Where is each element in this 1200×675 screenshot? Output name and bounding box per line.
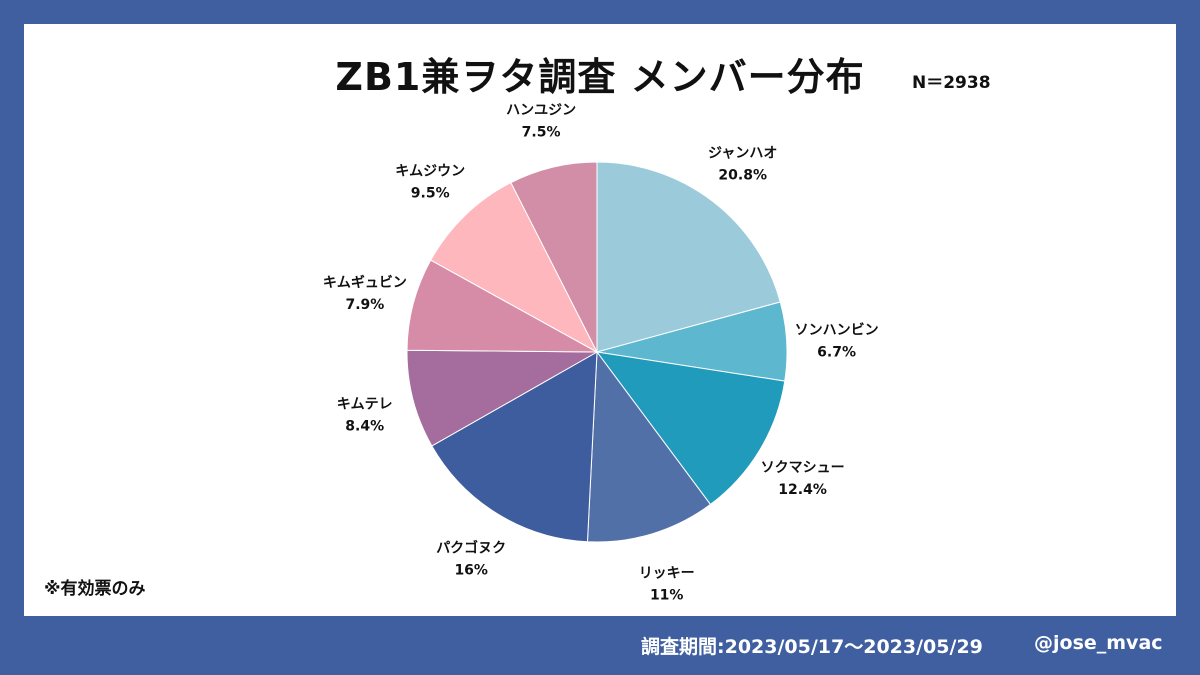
slice-label: パクゴヌク bbox=[436, 539, 506, 556]
slice-percent: 9.5% bbox=[411, 185, 450, 201]
slice-percent: 16% bbox=[454, 562, 488, 578]
slice-percent: 6.7% bbox=[817, 345, 856, 361]
pie-slice bbox=[586, 350, 712, 543]
slice-percent: 7.5% bbox=[522, 125, 561, 141]
author-handle: @jose_mvac bbox=[1034, 632, 1163, 654]
slice-label: ジャンハオ bbox=[708, 145, 777, 161]
chart-title: ZB1兼ヲタ調査 メンバー分布 bbox=[335, 55, 865, 99]
pie-slice bbox=[596, 161, 781, 353]
slice-label: キムテレ bbox=[337, 396, 393, 412]
pie-slice bbox=[406, 349, 599, 447]
slice-label: リッキー bbox=[639, 566, 695, 582]
pie-slice bbox=[431, 351, 598, 543]
survey-period: 調査期間:2023/05/17〜2023/05/29 bbox=[641, 636, 983, 658]
slice-label: キムギュビン bbox=[323, 274, 407, 291]
slice-label: ハンユジン bbox=[506, 103, 576, 119]
valid-votes-note: ※有効票のみ bbox=[44, 579, 146, 599]
pie-slice bbox=[595, 351, 786, 506]
pie-slice bbox=[406, 259, 598, 353]
slice-percent: 12.4% bbox=[778, 482, 827, 498]
slice-percent: 20.8% bbox=[718, 167, 767, 183]
sample-size: N＝2938 bbox=[912, 73, 991, 93]
slice-percent: 8.4% bbox=[345, 418, 384, 434]
slice-label: ソンハンビン bbox=[795, 323, 879, 339]
slice-percent: 7.9% bbox=[345, 297, 384, 313]
pie-slice bbox=[510, 161, 598, 353]
slice-label: キムジウン bbox=[395, 163, 465, 179]
pie-slice bbox=[430, 181, 599, 354]
slice-percent: 11% bbox=[650, 588, 684, 604]
slice-label: ソクマシュー bbox=[761, 460, 845, 476]
